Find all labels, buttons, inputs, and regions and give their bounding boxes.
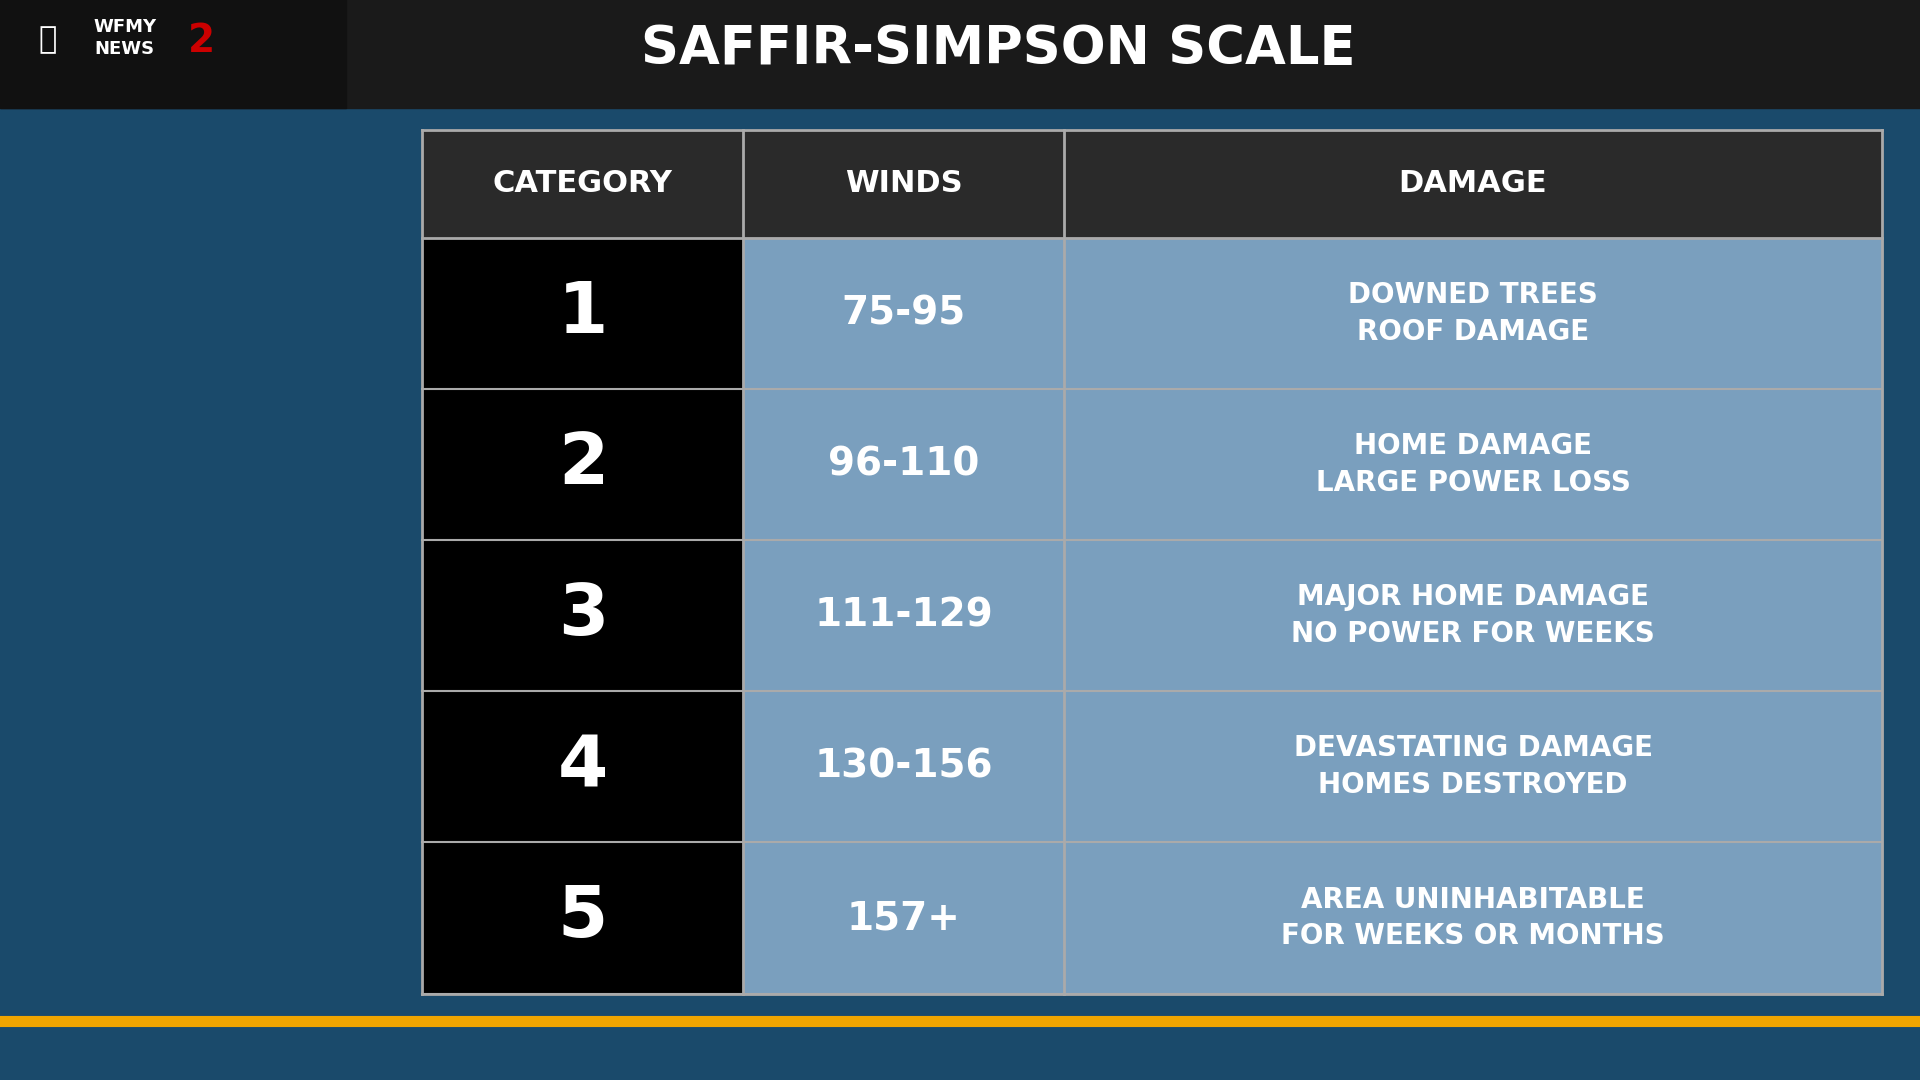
Text: Ⓢ: Ⓢ bbox=[38, 26, 58, 54]
Text: WFMY: WFMY bbox=[94, 18, 156, 36]
Text: 2: 2 bbox=[559, 430, 609, 499]
Bar bbox=[743, 540, 1064, 691]
Bar bbox=[1064, 842, 1882, 994]
Bar bbox=[422, 389, 743, 540]
Text: DEVASTATING DAMAGE
HOMES DESTROYED: DEVASTATING DAMAGE HOMES DESTROYED bbox=[1294, 734, 1653, 799]
Text: 157+: 157+ bbox=[847, 899, 960, 937]
Bar bbox=[422, 238, 743, 389]
Text: 3: 3 bbox=[557, 581, 609, 650]
Bar bbox=[1064, 389, 1882, 540]
Bar bbox=[743, 842, 1064, 994]
Bar bbox=[0, 0, 1920, 108]
Bar bbox=[422, 691, 743, 842]
Text: WINDS: WINDS bbox=[845, 170, 962, 198]
Text: DOWNED TREES
ROOF DAMAGE: DOWNED TREES ROOF DAMAGE bbox=[1348, 281, 1597, 346]
Text: MAJOR HOME DAMAGE
NO POWER FOR WEEKS: MAJOR HOME DAMAGE NO POWER FOR WEEKS bbox=[1290, 583, 1655, 648]
Bar bbox=[0, 0, 346, 108]
Bar bbox=[743, 389, 1064, 540]
Text: AREA UNINHABITABLE
FOR WEEKS OR MONTHS: AREA UNINHABITABLE FOR WEEKS OR MONTHS bbox=[1281, 886, 1665, 950]
Bar bbox=[422, 842, 743, 994]
Text: 111-129: 111-129 bbox=[814, 596, 993, 635]
Text: 5: 5 bbox=[559, 883, 609, 953]
Bar bbox=[422, 130, 1882, 238]
Bar bbox=[1064, 691, 1882, 842]
Bar bbox=[743, 691, 1064, 842]
Text: 4: 4 bbox=[557, 732, 609, 801]
Bar bbox=[1064, 540, 1882, 691]
Text: 2: 2 bbox=[188, 22, 215, 60]
Bar bbox=[422, 540, 743, 691]
Text: 75-95: 75-95 bbox=[841, 294, 966, 333]
Text: SAFFIR-SIMPSON SCALE: SAFFIR-SIMPSON SCALE bbox=[641, 23, 1356, 75]
Text: 1: 1 bbox=[557, 279, 609, 348]
Text: HOME DAMAGE
LARGE POWER LOSS: HOME DAMAGE LARGE POWER LOSS bbox=[1315, 432, 1630, 497]
Text: 130-156: 130-156 bbox=[814, 747, 993, 786]
Text: 96-110: 96-110 bbox=[828, 445, 979, 484]
Bar bbox=[1064, 238, 1882, 389]
Bar bbox=[743, 238, 1064, 389]
Text: CATEGORY: CATEGORY bbox=[493, 170, 672, 198]
Text: DAMAGE: DAMAGE bbox=[1398, 170, 1548, 198]
Text: NEWS: NEWS bbox=[94, 40, 156, 57]
